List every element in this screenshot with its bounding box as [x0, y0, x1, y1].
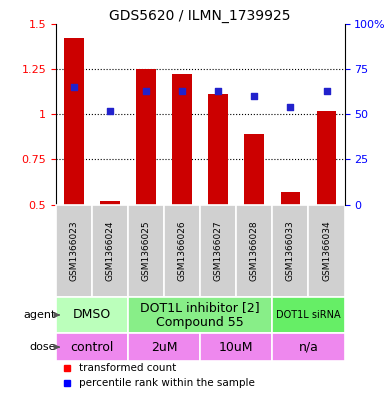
Text: control: control: [70, 341, 114, 354]
Point: [215, 88, 221, 94]
Bar: [172, 74, 192, 205]
Bar: [56, 333, 128, 361]
Point: [71, 84, 77, 90]
Bar: [100, 201, 120, 205]
Bar: [281, 192, 300, 205]
Text: percentile rank within the sample: percentile rank within the sample: [79, 378, 255, 388]
Bar: [236, 205, 273, 297]
Text: dose: dose: [29, 342, 56, 352]
Text: GSM1366023: GSM1366023: [69, 220, 79, 281]
Text: n/a: n/a: [298, 341, 318, 354]
Point: [179, 88, 185, 94]
Bar: [92, 205, 128, 297]
Bar: [273, 333, 345, 361]
Point: [287, 104, 293, 110]
Text: agent: agent: [23, 310, 56, 320]
Text: GSM1366024: GSM1366024: [105, 220, 114, 281]
Point: [251, 93, 258, 99]
Bar: [200, 205, 236, 297]
Bar: [316, 110, 336, 205]
Text: DOT1L inhibitor [2]
Compound 55: DOT1L inhibitor [2] Compound 55: [141, 301, 260, 329]
Point: [143, 88, 149, 94]
Text: GSM1366028: GSM1366028: [250, 220, 259, 281]
Title: GDS5620 / ILMN_1739925: GDS5620 / ILMN_1739925: [109, 9, 291, 22]
Bar: [273, 205, 308, 297]
Text: 2uM: 2uM: [151, 341, 177, 354]
Point: [107, 107, 113, 114]
Text: DMSO: DMSO: [73, 309, 111, 321]
Text: GSM1366033: GSM1366033: [286, 220, 295, 281]
Bar: [128, 297, 273, 333]
Text: 10uM: 10uM: [219, 341, 254, 354]
Bar: [244, 134, 264, 205]
Text: GSM1366025: GSM1366025: [142, 220, 151, 281]
Point: [323, 88, 330, 94]
Bar: [200, 333, 273, 361]
Bar: [308, 205, 345, 297]
Bar: [56, 297, 128, 333]
Bar: [273, 297, 345, 333]
Bar: [208, 94, 228, 205]
Bar: [128, 205, 164, 297]
Bar: [164, 205, 200, 297]
Text: DOT1L siRNA: DOT1L siRNA: [276, 310, 341, 320]
Text: GSM1366027: GSM1366027: [214, 220, 223, 281]
Bar: [64, 38, 84, 205]
Bar: [136, 69, 156, 205]
Text: GSM1366034: GSM1366034: [322, 220, 331, 281]
Bar: [56, 205, 92, 297]
Bar: [128, 333, 200, 361]
Text: GSM1366026: GSM1366026: [177, 220, 187, 281]
Text: transformed count: transformed count: [79, 363, 176, 373]
